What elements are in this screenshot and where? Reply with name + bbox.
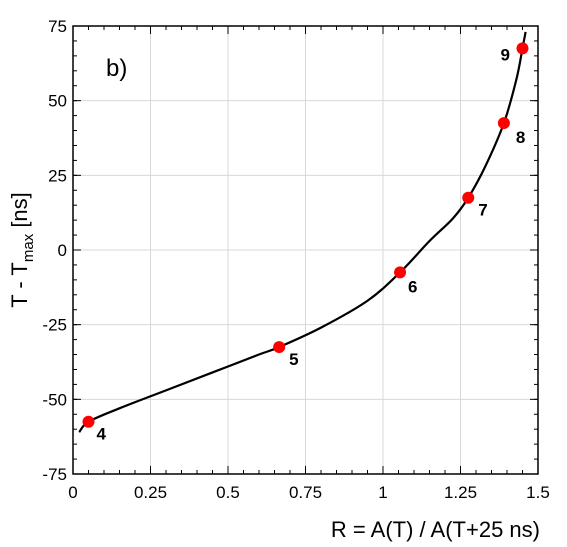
data-point-8: [497, 117, 510, 130]
y-axis-title-main: T - T: [7, 262, 32, 308]
point-label-9: 9: [501, 45, 510, 64]
x-tick-label: 1.5: [526, 483, 550, 502]
y-tick-label: 50: [48, 92, 67, 111]
fit-curve-layer: [78, 31, 527, 433]
x-axis-title: R = A(T) / A(T+25 ns): [331, 517, 540, 542]
plot-frame: [72, 25, 539, 475]
x-tick-label: 1.25: [444, 483, 477, 502]
x-tick-label: 0.25: [134, 483, 167, 502]
y-tick-label: -50: [42, 390, 67, 409]
grid: [73, 26, 538, 474]
y-axis-title: T - Tmax [ns]: [7, 192, 37, 308]
y-tick-labels: -75 -50 -25 0 25 50 75: [42, 17, 67, 484]
panel-label: b): [106, 55, 127, 82]
y-tick-label: 25: [48, 166, 67, 185]
y-axis-title-subscript: max: [20, 233, 37, 262]
y-axis-title-unit: [ns]: [7, 192, 32, 234]
y-tick-label: 0: [58, 241, 67, 260]
fit-curve: [78, 31, 527, 433]
point-labels: 4 5 6 7 8 9: [97, 45, 526, 443]
data-point-7: [462, 191, 475, 204]
data-point-9: [516, 42, 529, 55]
data-point-5: [273, 341, 286, 354]
x-tick-label: 0: [68, 483, 77, 502]
x-tick-label: 0.75: [289, 483, 322, 502]
x-tick-labels: 0 0.25 0.5 0.75 1 1.25 1.5: [68, 483, 550, 502]
data-points: [82, 42, 529, 428]
point-label-6: 6: [408, 277, 417, 296]
x-tick-label: 0.5: [216, 483, 240, 502]
y-axis-title-text: T - Tmax [ns]: [7, 192, 37, 308]
y-tick-label: -75: [42, 465, 67, 484]
y-tick-label: 75: [48, 17, 67, 36]
data-point-6: [394, 266, 407, 279]
point-label-4: 4: [97, 425, 107, 444]
data-point-4: [82, 415, 95, 428]
point-label-7: 7: [478, 201, 487, 220]
y-tick-label: -25: [42, 316, 67, 335]
point-label-8: 8: [516, 128, 525, 147]
point-label-5: 5: [289, 350, 298, 369]
x-tick-label: 1: [378, 483, 387, 502]
